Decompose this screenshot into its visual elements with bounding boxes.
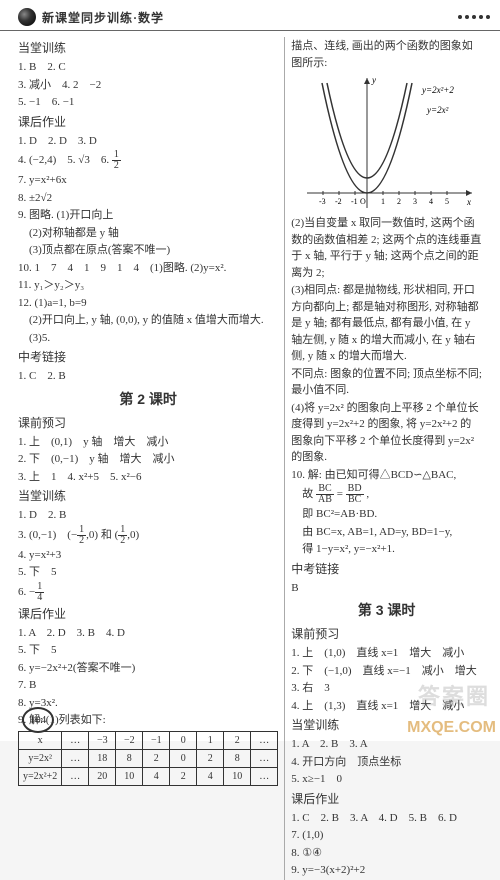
curve-label-1: y=2x²+2 — [421, 85, 454, 95]
answer-line: 故 BCAB = BDBC , — [291, 484, 482, 505]
table-row: x…−3−2−1012… — [19, 731, 278, 749]
answer-line: 10. 解: 由已知可得△BCD∽△BAC, — [291, 467, 482, 484]
answer-line: 8. ±2√2 — [18, 190, 278, 207]
answer-line: B — [291, 580, 482, 597]
watermark-text: 答案圈 — [418, 679, 490, 711]
answer-line: 1. C 2. B 3. A 4. D 5. B 6. D — [291, 810, 482, 827]
section-heading: 中考链接 — [291, 560, 482, 578]
page: 新课堂同步训练·数学 当堂训练 1. B 2. C 3. 减小 4. 2 −2 … — [0, 0, 500, 741]
answer-line: 不同点: 图象的位置不同; 顶点坐标不同; 最小值不同. — [291, 366, 482, 399]
table-row: y=2x²…1882028… — [19, 749, 278, 767]
section-heading: 当堂训练 — [18, 39, 278, 57]
answer-line: 9. y=−3(x+2)²+2 — [291, 862, 482, 879]
section-heading: 当堂训练 — [18, 487, 278, 505]
svg-text:3: 3 — [413, 197, 417, 206]
answer-line: 8. ①④ — [291, 845, 482, 862]
answer-line: 1. C 2. B — [18, 368, 278, 385]
svg-text:y: y — [371, 75, 376, 85]
svg-text:-1: -1 — [351, 197, 358, 206]
svg-text:1: 1 — [381, 197, 385, 206]
answer-line: 4. (−2,4) 5. √3 6. 12 — [18, 150, 278, 171]
section-heading: 课后作业 — [18, 605, 278, 623]
answer-line: 4. 开口方向 顶点坐标 — [291, 754, 482, 771]
content-columns: 当堂训练 1. B 2. C 3. 减小 4. 2 −2 5. −1 6. −1… — [0, 31, 500, 880]
page-number: 104 — [22, 707, 54, 733]
answer-line: 3. 减小 4. 2 −2 — [18, 77, 278, 94]
section-heading: 课前预习 — [18, 414, 278, 432]
answer-line: 7. (1,0) — [291, 827, 482, 844]
logo-icon — [18, 8, 36, 26]
answer-line: 即 BC²=AB·BD. — [291, 506, 482, 523]
svg-text:5: 5 — [445, 197, 449, 206]
section-heading: 课后作业 — [291, 790, 482, 808]
answer-line: (2)对称轴都是 y 轴 — [18, 225, 278, 242]
answer-line: (3)相同点: 都是抛物线, 形状相同, 开口方向都向上; 都是轴对称图形, 对… — [291, 282, 482, 365]
answer-line: 8. y=3x². — [18, 695, 278, 712]
answer-line: 6. −14 — [18, 582, 278, 603]
data-table: x…−3−2−1012… y=2x²…1882028… y=2x²+2…2010… — [18, 731, 278, 786]
answer-line: 3. (0,−1) (−12,0) 和 (12,0) — [18, 525, 278, 546]
answer-line: (4)将 y=2x² 的图象向上平移 2 个单位长度得到 y=2x²+2 的图象… — [291, 400, 482, 466]
answer-line: 10. 1 7 4 1 9 1 4 (1)图略. (2)y=x². — [18, 260, 278, 277]
section-heading: 中考链接 — [18, 348, 278, 366]
answer-line: 5. −1 6. −1 — [18, 94, 278, 111]
answer-line: 12. (1)a=1, b=9 — [18, 295, 278, 312]
left-column: 当堂训练 1. B 2. C 3. 减小 4. 2 −2 5. −1 6. −1… — [12, 37, 285, 880]
parabola-chart: y=2x²+2 y=2x² y x -3 -2 -1 O 1 2 3 4 5 — [297, 73, 477, 213]
answer-line: 1. D 2. D 3. D — [18, 133, 278, 150]
curve-label-2: y=2x² — [426, 105, 449, 115]
header: 新课堂同步训练·数学 — [0, 0, 500, 31]
svg-text:x: x — [466, 197, 471, 207]
svg-text:-3: -3 — [319, 197, 326, 206]
answer-line: (3)5. — [18, 330, 278, 347]
answer-line: 11. y₁＞y₂＞y₃ — [18, 277, 278, 294]
answer-line: 2. 下 (0,−1) y 轴 增大 减小 — [18, 451, 278, 468]
answer-line: 4. y=x²+3 — [18, 547, 278, 564]
svg-text:O: O — [360, 197, 366, 206]
lesson-heading: 第 2 课时 — [18, 389, 278, 410]
book-title: 新课堂同步训练·数学 — [42, 9, 164, 26]
answer-line: 6. y=−2x²+2(答案不唯一) — [18, 660, 278, 677]
section-heading: 课后作业 — [18, 113, 278, 131]
right-column: 描点、连线, 画出的两个函数的图象如图所示: y=2x²+2 y=2x² y x… — [285, 37, 488, 880]
answer-line: 7. y=x²+6x — [18, 172, 278, 189]
answer-line: 得 1−y=x², y=−x²+1. — [291, 541, 482, 558]
answer-line: 描点、连线, 画出的两个函数的图象如图所示: — [291, 38, 482, 71]
answer-line: 9. 解: (1)列表如下: — [18, 712, 278, 729]
answer-line: (2)开口向上, y 轴, (0,0), y 的值随 x 值增大而增大. — [18, 312, 278, 329]
decorative-dots — [458, 15, 490, 19]
answer-line: 2. 下 (−1,0) 直线 x=−1 减小 增大 — [291, 663, 482, 680]
answer-line: 1. A 2. B 3. A — [291, 736, 482, 753]
lesson-heading: 第 3 课时 — [291, 600, 482, 621]
answer-line: (3)顶点都在原点(答案不唯一) — [18, 242, 278, 259]
answer-line: 7. B — [18, 677, 278, 694]
table-row: y=2x²+2…201042410… — [19, 767, 278, 785]
section-heading: 课前预习 — [291, 625, 482, 643]
answer-line: 1. D 2. B — [18, 507, 278, 524]
answer-line: 5. 下 5 — [18, 642, 278, 659]
answer-line: 3. 上 1 4. x²+5 5. x²−6 — [18, 469, 278, 486]
watermark-url: MXQE.COM — [407, 719, 496, 737]
answer-line: 由 BC=x, AB=1, AD=y, BD=1−y, — [291, 524, 482, 541]
answer-line: 1. 上 (0,1) y 轴 增大 减小 — [18, 434, 278, 451]
svg-text:2: 2 — [397, 197, 401, 206]
answer-line: 9. 图略. (1)开口向上 — [18, 207, 278, 224]
svg-text:4: 4 — [429, 197, 433, 206]
svg-text:-2: -2 — [335, 197, 342, 206]
answer-line: 1. B 2. C — [18, 59, 278, 76]
answer-line: 5. x≥−1 0 — [291, 771, 482, 788]
answer-line: 5. 下 5 — [18, 564, 278, 581]
answer-line: (2)当自变量 x 取同一数值时, 这两个函数的函数值相差 2; 这两个点的连线… — [291, 215, 482, 281]
answer-line: 1. A 2. D 3. B 4. D — [18, 625, 278, 642]
answer-line: 1. 上 (1,0) 直线 x=1 增大 减小 — [291, 645, 482, 662]
